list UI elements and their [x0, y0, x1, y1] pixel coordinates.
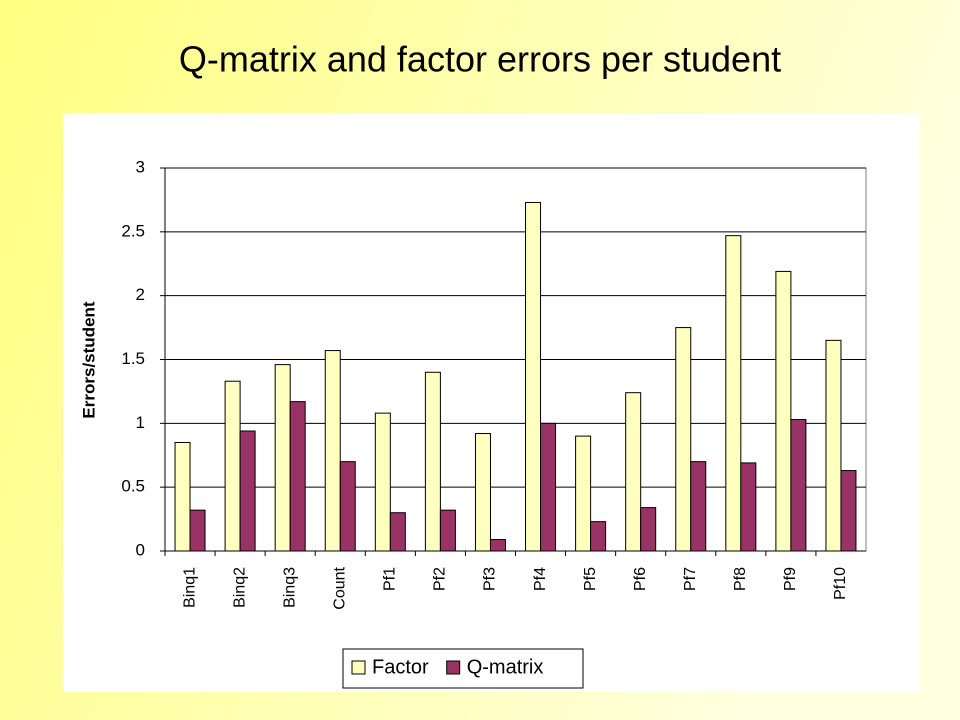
- x-tick-label: Pf3: [482, 567, 499, 591]
- bar: [675, 327, 692, 552]
- bar: [790, 419, 807, 552]
- x-tick-label: Pf5: [582, 567, 599, 591]
- x-tick-label: Pf4: [532, 567, 549, 591]
- y-tick-label: 1.5: [121, 349, 145, 368]
- x-tick-label: Pf2: [432, 567, 449, 591]
- y-tick-label: 0.5: [121, 477, 145, 496]
- bar: [239, 430, 256, 552]
- bar: [189, 509, 206, 552]
- x-tick-label: Count: [331, 566, 348, 609]
- bar: [725, 235, 742, 552]
- x-tick-label: Pf1: [382, 567, 399, 591]
- legend-swatch: [446, 660, 461, 675]
- bar: [439, 509, 456, 552]
- y-axis-label: Errors/student: [79, 301, 98, 418]
- x-tick-label: Pf10: [832, 567, 849, 600]
- bar: [374, 412, 391, 552]
- x-tick-label: Binq1: [181, 567, 198, 608]
- bar: [339, 461, 356, 552]
- bar: [825, 339, 842, 552]
- bar: [289, 401, 306, 552]
- x-tick-label: Pf6: [632, 567, 649, 591]
- bar: [590, 521, 607, 552]
- y-tick-label: 2.5: [121, 221, 145, 240]
- bar: [174, 441, 191, 552]
- y-tick-label: 0: [136, 540, 145, 559]
- x-tick-label: Pf7: [682, 567, 699, 591]
- x-tick-label: Pf8: [732, 567, 749, 591]
- legend-swatch: [351, 660, 366, 675]
- bar: [389, 512, 406, 552]
- bar: [775, 270, 792, 552]
- bar: [324, 350, 341, 552]
- bar: [474, 433, 491, 552]
- bar: [540, 422, 557, 552]
- chart-title: Q-matrix and factor errors per student: [179, 39, 781, 80]
- bar: [489, 539, 506, 552]
- x-tick-label: Pf9: [782, 567, 799, 591]
- legend-label: Q-matrix: [467, 656, 544, 678]
- legend: [342, 648, 584, 689]
- y-tick-label: 3: [136, 157, 145, 176]
- bar: [224, 380, 241, 552]
- bar: [274, 364, 291, 552]
- bar: [840, 470, 857, 552]
- bar: [690, 461, 707, 552]
- bar: [575, 435, 592, 552]
- legend-label: Factor: [372, 656, 429, 678]
- bar: [640, 507, 657, 552]
- bar: [525, 201, 542, 552]
- x-tick-label: Binq3: [281, 567, 298, 608]
- y-tick-label: 1: [136, 413, 145, 432]
- bar: [740, 462, 757, 552]
- x-tick-label: Binq2: [231, 567, 248, 608]
- bar: [625, 392, 642, 552]
- y-tick-label: 2: [136, 285, 145, 304]
- bar: [424, 371, 441, 552]
